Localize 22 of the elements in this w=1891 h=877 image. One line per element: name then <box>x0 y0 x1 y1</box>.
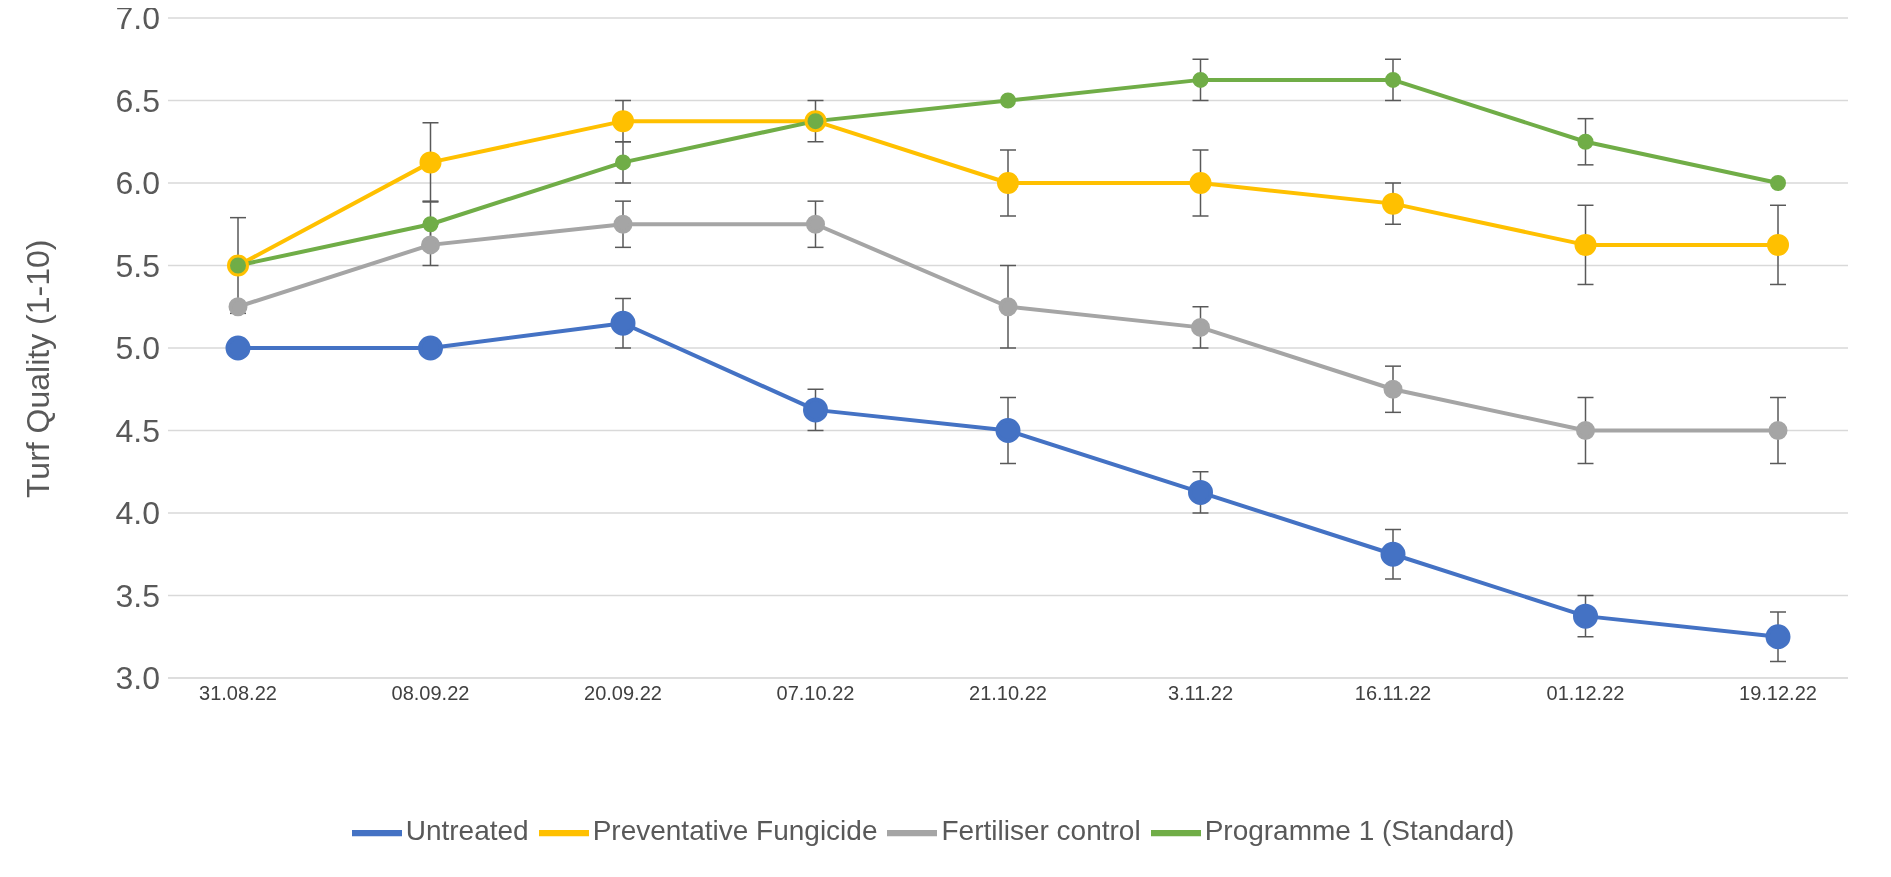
x-tick-label: 31.08.22 <box>199 682 277 705</box>
y-tick-label: 3.5 <box>115 577 160 614</box>
y-tick-label: 5.5 <box>115 247 160 284</box>
y-tick-label: 4.5 <box>115 412 160 449</box>
x-tick-label: 07.10.22 <box>776 682 855 705</box>
y-tick-label: 3.0 <box>115 660 160 697</box>
y-tick-label: 4.0 <box>115 495 160 532</box>
y-tick-label: 5.0 <box>115 330 160 367</box>
legend-label: Preventative Fungicide <box>592 815 878 847</box>
y-axis-title: Turf Quality (1-10) <box>20 239 57 498</box>
y-tick-label: 6.0 <box>115 165 160 202</box>
x-tick-label: 3.11.22 <box>1167 682 1234 705</box>
x-tick-label: 21.10.22 <box>969 682 1047 705</box>
legend-label: Untreated <box>405 815 529 847</box>
x-tick-label: 16.11.22 <box>1354 682 1432 705</box>
x-tick-label: 20.09.22 <box>584 682 662 705</box>
legend-label: Fertiliser control <box>941 815 1141 847</box>
y-tick-label: 6.5 <box>115 82 160 119</box>
x-tick-label: 01.12.22 <box>1546 682 1625 705</box>
legend-label: Programme 1 (Standard) <box>1204 815 1515 847</box>
x-tick-label: 19.12.22 <box>1739 682 1817 705</box>
x-tick-label: 08.09.22 <box>391 682 470 705</box>
